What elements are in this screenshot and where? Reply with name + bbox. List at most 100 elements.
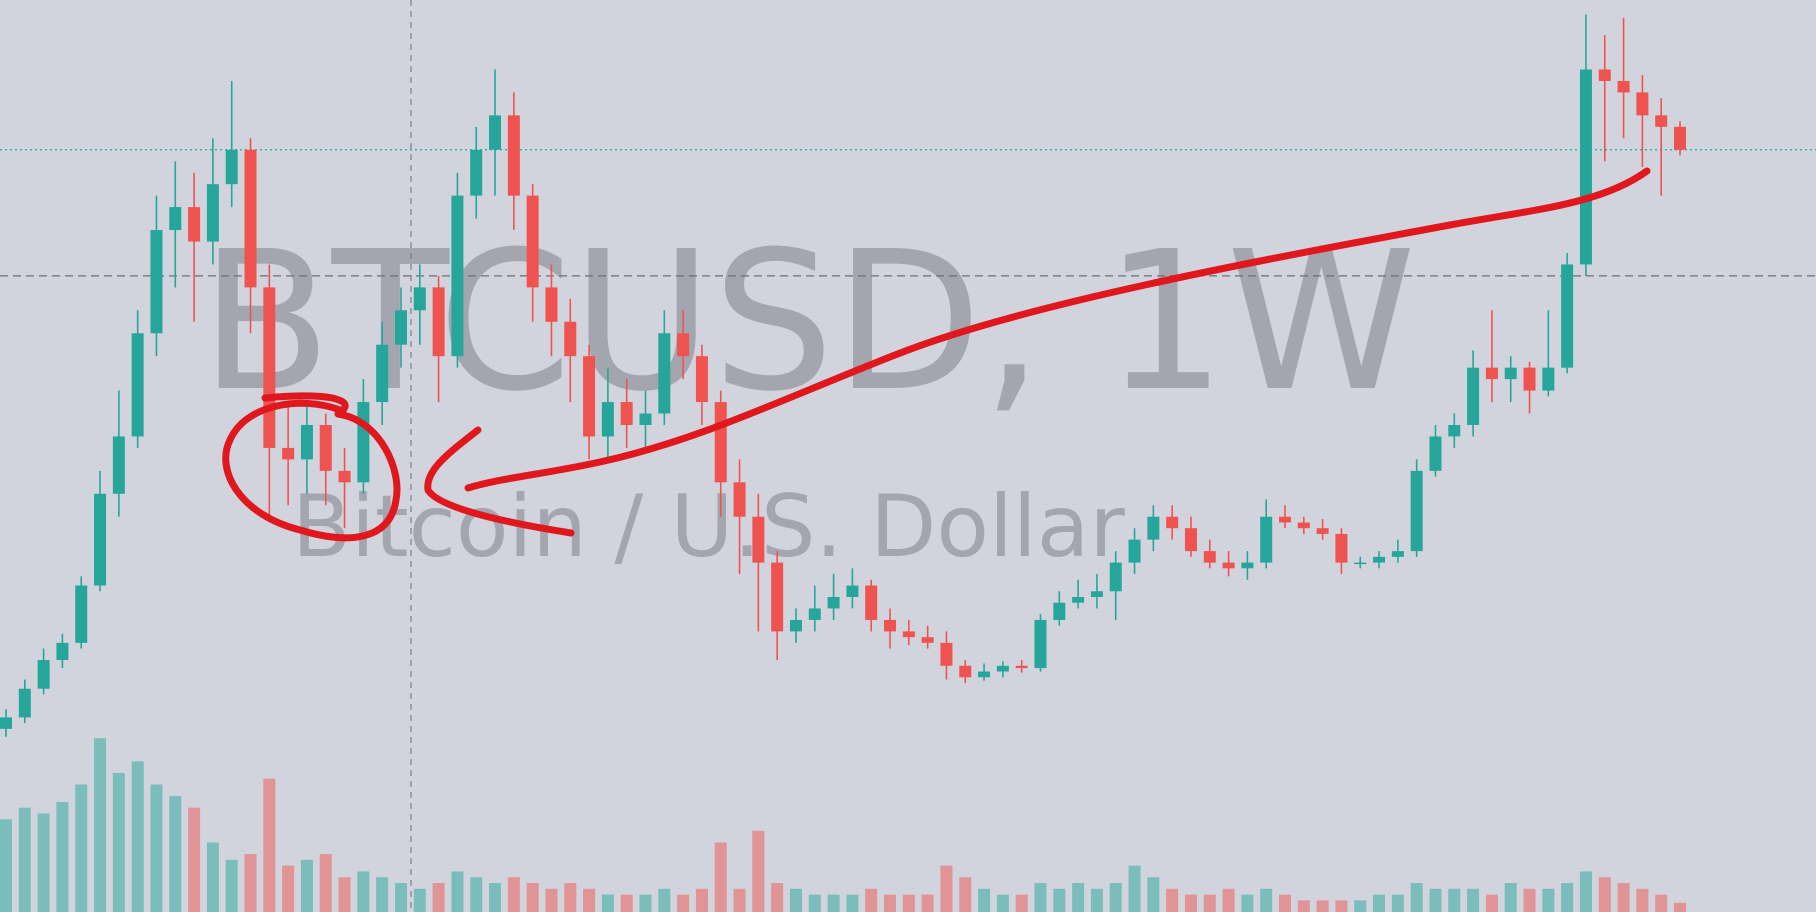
candle-body xyxy=(300,424,313,460)
candle-body xyxy=(601,402,614,437)
candle-body xyxy=(1184,528,1197,552)
volume-bar xyxy=(752,830,765,912)
candle-body xyxy=(244,149,257,288)
candle-body xyxy=(0,717,12,729)
candle-body xyxy=(695,356,708,403)
candle-body xyxy=(188,207,201,242)
candle-body xyxy=(1090,591,1103,597)
candle-body xyxy=(846,585,859,597)
volume-bar xyxy=(921,894,934,912)
volume-bar xyxy=(300,859,313,912)
volume-bar xyxy=(1260,888,1273,912)
candle-body xyxy=(1279,516,1292,523)
candle-body xyxy=(150,230,163,334)
volume-bar xyxy=(1674,902,1686,912)
volume-bar xyxy=(902,894,915,912)
volume-bar xyxy=(1203,894,1216,912)
watermark-description: Bitcoin / U.S. Dollar xyxy=(292,477,1125,577)
volume-bar xyxy=(244,854,257,912)
volume-bar xyxy=(451,871,464,912)
candle-body xyxy=(1523,367,1536,391)
volume-bar xyxy=(319,854,332,912)
volume-bar xyxy=(1429,888,1442,912)
volume-bar xyxy=(94,738,107,912)
candle-body xyxy=(545,287,558,322)
volume-bar xyxy=(1504,883,1517,912)
volume-bar xyxy=(1410,883,1423,912)
candle-body xyxy=(56,642,69,661)
candle-body xyxy=(884,619,897,632)
candle-body xyxy=(319,424,332,471)
volume-bar xyxy=(733,888,746,912)
volume-bar xyxy=(601,894,614,912)
candles xyxy=(0,14,1816,912)
volume-bar xyxy=(112,772,125,912)
volume-bar xyxy=(1485,894,1498,912)
volume-bar xyxy=(470,877,483,912)
candle-body xyxy=(338,470,351,483)
candle-body xyxy=(1297,522,1310,529)
candle-body xyxy=(1335,533,1348,563)
candle-body xyxy=(1072,596,1085,603)
volume-bar xyxy=(131,761,144,912)
candle-body xyxy=(1429,436,1442,471)
arrow-head xyxy=(424,426,575,537)
candle-body xyxy=(1485,367,1498,380)
volume-bar xyxy=(413,888,426,912)
volume-bar xyxy=(357,871,370,912)
candle-body xyxy=(1504,367,1517,380)
volume-bar xyxy=(1373,894,1386,912)
candle-body xyxy=(1316,528,1329,534)
volume-bar xyxy=(188,807,201,912)
volume-bar xyxy=(169,796,182,912)
candle-body xyxy=(1373,556,1386,563)
volume-bar xyxy=(1147,877,1160,912)
circle-stroke xyxy=(222,392,401,542)
volume-bar xyxy=(1053,888,1066,912)
volume-bar xyxy=(978,888,991,912)
volume-bar xyxy=(376,877,389,912)
candle-body xyxy=(1034,619,1047,669)
candle-body xyxy=(394,310,407,345)
volume-bar xyxy=(996,894,1009,912)
candle-body xyxy=(470,149,483,196)
volume-bar xyxy=(1128,865,1141,912)
volume-bar xyxy=(1034,883,1047,912)
candle-body xyxy=(1467,367,1480,425)
volume-bar xyxy=(75,784,88,912)
candle-body xyxy=(583,356,596,437)
volume-bar xyxy=(884,894,897,912)
volume-bar xyxy=(583,888,596,912)
candle-body xyxy=(620,402,633,425)
volume-bar xyxy=(1636,888,1649,912)
volume-bar xyxy=(1241,894,1254,912)
volume-bar xyxy=(1222,888,1235,912)
candle-body xyxy=(1015,665,1028,669)
volume-bar xyxy=(37,813,50,912)
volume-bar xyxy=(677,894,690,912)
candle-body xyxy=(75,585,88,643)
candle-body xyxy=(714,402,727,483)
volume-bar xyxy=(771,883,784,912)
volume-bar xyxy=(1598,877,1611,912)
volume-bar xyxy=(18,807,31,912)
volume-bar xyxy=(0,819,12,912)
volume-bar xyxy=(827,894,840,912)
volume-bar xyxy=(1184,894,1197,912)
candle-body xyxy=(18,688,31,718)
candle-body xyxy=(1561,264,1574,368)
candle-body xyxy=(37,660,50,689)
candle-body xyxy=(1222,562,1235,569)
candle-body xyxy=(432,287,445,357)
candle-body xyxy=(1674,126,1686,150)
candle-body xyxy=(959,665,972,678)
volume-bar xyxy=(1448,888,1461,912)
volume-bar xyxy=(789,888,802,912)
volume-bar xyxy=(1542,888,1555,912)
candle-body xyxy=(169,207,182,231)
candle-body xyxy=(413,287,426,311)
volume-bar xyxy=(1072,883,1085,912)
candle-body xyxy=(112,436,125,494)
candle-body xyxy=(1203,551,1216,563)
